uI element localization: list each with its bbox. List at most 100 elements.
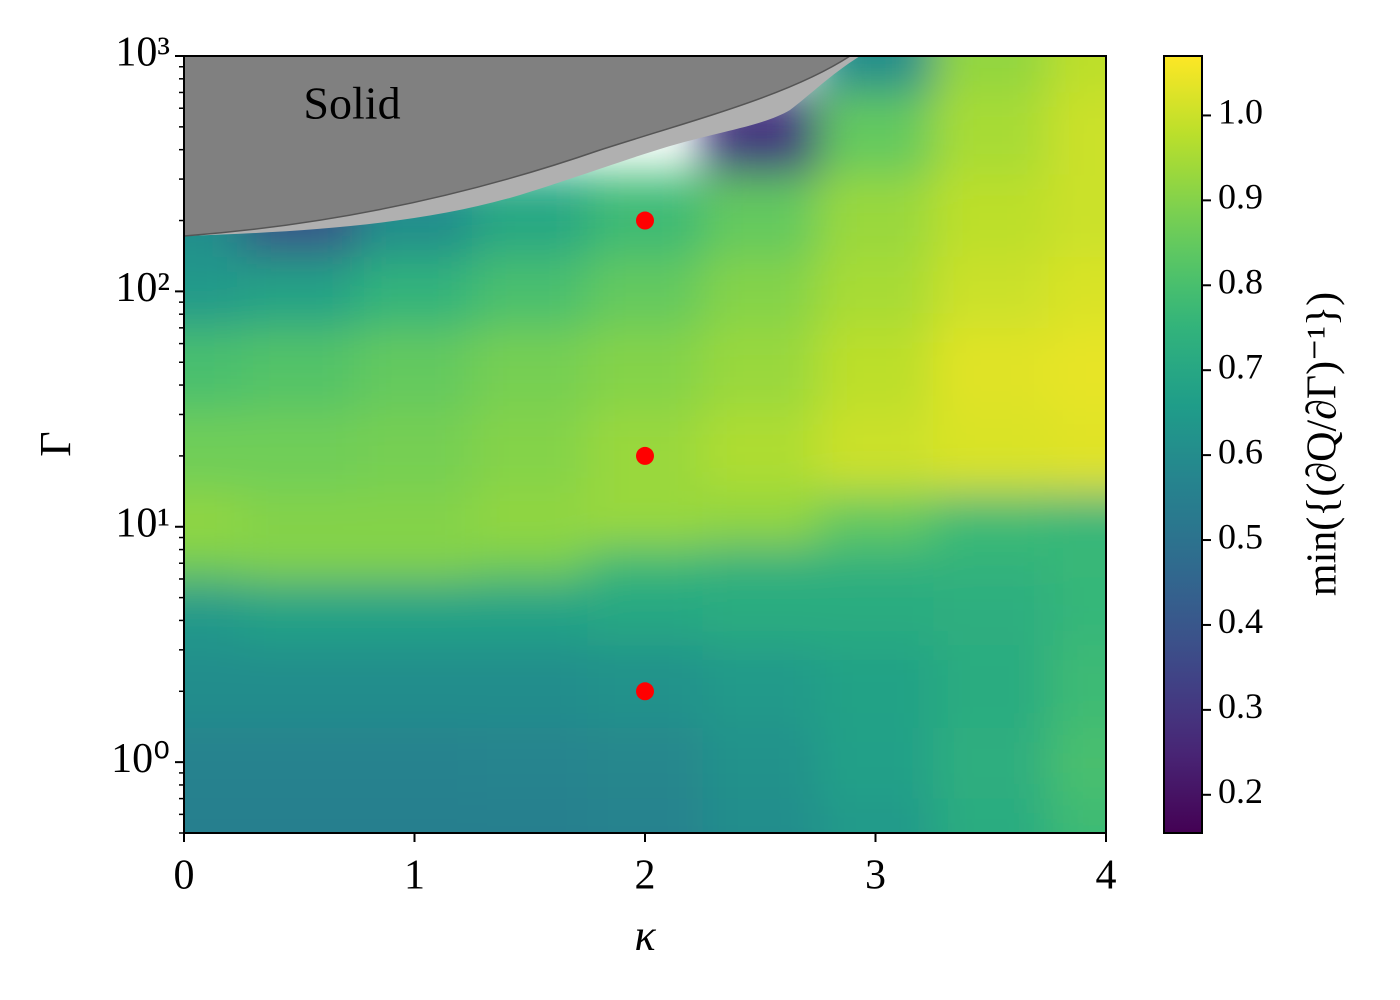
heatmap-cell <box>1048 580 1106 646</box>
colorbar-tick-label: 0.6 <box>1218 431 1263 471</box>
heatmap-cell <box>1048 409 1106 493</box>
heatmap-cell <box>241 491 358 546</box>
heatmap-cell <box>1048 326 1106 411</box>
heatmap-cell <box>933 255 1050 328</box>
colorbar <box>1163 55 1203 834</box>
heatmap-cell <box>184 255 243 328</box>
heatmap-cell <box>587 544 704 582</box>
heatmap-cell <box>1048 91 1106 175</box>
heatmap-cell <box>702 409 819 493</box>
heatmap-cell <box>587 726 704 799</box>
heatmap-cell <box>817 91 935 175</box>
heatmap-cell <box>702 326 819 411</box>
heatmap-cell <box>356 544 474 582</box>
heatmap-cell <box>472 580 589 646</box>
heatmap-cell <box>356 409 474 493</box>
heatmap-cell <box>1048 726 1106 799</box>
heatmap-cell <box>1048 173 1106 257</box>
heatmap-cell <box>356 255 474 328</box>
heatmap-cell <box>184 544 243 582</box>
heatmap-cell <box>356 326 474 411</box>
y-tick-label: 10¹ <box>115 500 170 546</box>
heatmap-cell <box>356 644 474 728</box>
heatmap-cell <box>184 580 243 646</box>
heatmap-cell <box>702 173 819 257</box>
heatmap-cell <box>817 726 935 799</box>
heatmap-cell <box>472 409 589 493</box>
heatmap-cell <box>472 797 589 833</box>
heatmap-cell <box>933 491 1050 546</box>
heatmap-cell <box>933 326 1050 411</box>
x-axis-label: κ <box>634 911 656 960</box>
heatmap-cell <box>241 644 358 728</box>
point <box>636 682 654 701</box>
x-tick-label: 3 <box>865 853 886 899</box>
heatmap-cell <box>241 726 358 799</box>
colorbar-label: min({(∂Q/∂Γ)⁻¹}) <box>1300 292 1346 596</box>
colorbar-tick-label: 0.4 <box>1218 601 1263 641</box>
heatmap-cell <box>587 491 704 546</box>
y-axis-label: Γ <box>31 431 80 456</box>
heatmap-cell <box>817 173 935 257</box>
x-tick-label: 0 <box>174 853 195 899</box>
heatmap-cell <box>184 491 243 546</box>
heatmap-cell <box>472 255 589 328</box>
colorbar-tick-label: 0.7 <box>1218 346 1263 386</box>
heatmap-cell <box>587 255 704 328</box>
heatmap-cell <box>1048 797 1106 833</box>
heatmap-cell <box>817 544 935 582</box>
y-tick-label: 10² <box>115 265 170 311</box>
heatmap-cell <box>184 726 243 799</box>
point <box>636 446 654 465</box>
heatmap-cell <box>184 409 243 493</box>
heatmap-cell <box>241 255 358 328</box>
heatmap-cell <box>1048 56 1106 93</box>
heatmap-cell <box>702 580 819 646</box>
colorbar-tick-label: 0.5 <box>1218 516 1263 556</box>
points <box>636 211 654 701</box>
heatmap-cell <box>933 173 1050 257</box>
heatmap-cell <box>241 797 358 833</box>
heatmap-cell <box>933 726 1050 799</box>
heatmap-cell <box>472 326 589 411</box>
y-tick-label: 10³ <box>115 30 170 76</box>
heatmap-cell <box>356 726 474 799</box>
solid-area <box>184 56 852 237</box>
heatmap-cell <box>933 644 1050 728</box>
heatmap-cell <box>1048 644 1106 728</box>
heatmap-cell <box>702 644 819 728</box>
y-tick-label: 10⁰ <box>111 736 170 782</box>
heatmap-cell <box>587 580 704 646</box>
heatmap-cell <box>702 491 819 546</box>
heatmap-cell <box>241 409 358 493</box>
heatmap-cell <box>356 797 474 833</box>
heatmap-cell <box>702 544 819 582</box>
x-tick-label: 4 <box>1096 853 1117 899</box>
heatmap-cell <box>817 56 935 93</box>
heatmap-cell <box>472 544 589 582</box>
colorbar-tick-label: 1.0 <box>1218 92 1263 132</box>
heatmap-cell <box>817 491 935 546</box>
x-tick-label: 2 <box>635 853 656 899</box>
heatmap-cell <box>1048 491 1106 546</box>
heatmap-cell <box>241 544 358 582</box>
heatmap-cell <box>817 644 935 728</box>
x-tick-label: 1 <box>404 853 425 899</box>
heatmap-cell <box>472 644 589 728</box>
heatmap-cell <box>184 797 243 833</box>
heatmap-cell <box>184 326 243 411</box>
heatmap-cell <box>817 326 935 411</box>
solid-region <box>184 56 860 237</box>
heatmap-cell <box>356 580 474 646</box>
heatmap-cell <box>472 726 589 799</box>
heatmap-cell <box>817 409 935 493</box>
colorbar-tick-label: 0.8 <box>1218 262 1263 302</box>
colorbar-tick-label: 0.2 <box>1218 771 1263 811</box>
heatmap-cell <box>1048 544 1106 582</box>
heatmap-cell <box>702 255 819 328</box>
annotation: Solid <box>303 78 400 129</box>
heatmap-cell <box>702 726 819 799</box>
heatmap-cell <box>356 491 474 546</box>
heatmap-cell <box>587 326 704 411</box>
heatmap-cell <box>1048 255 1106 328</box>
